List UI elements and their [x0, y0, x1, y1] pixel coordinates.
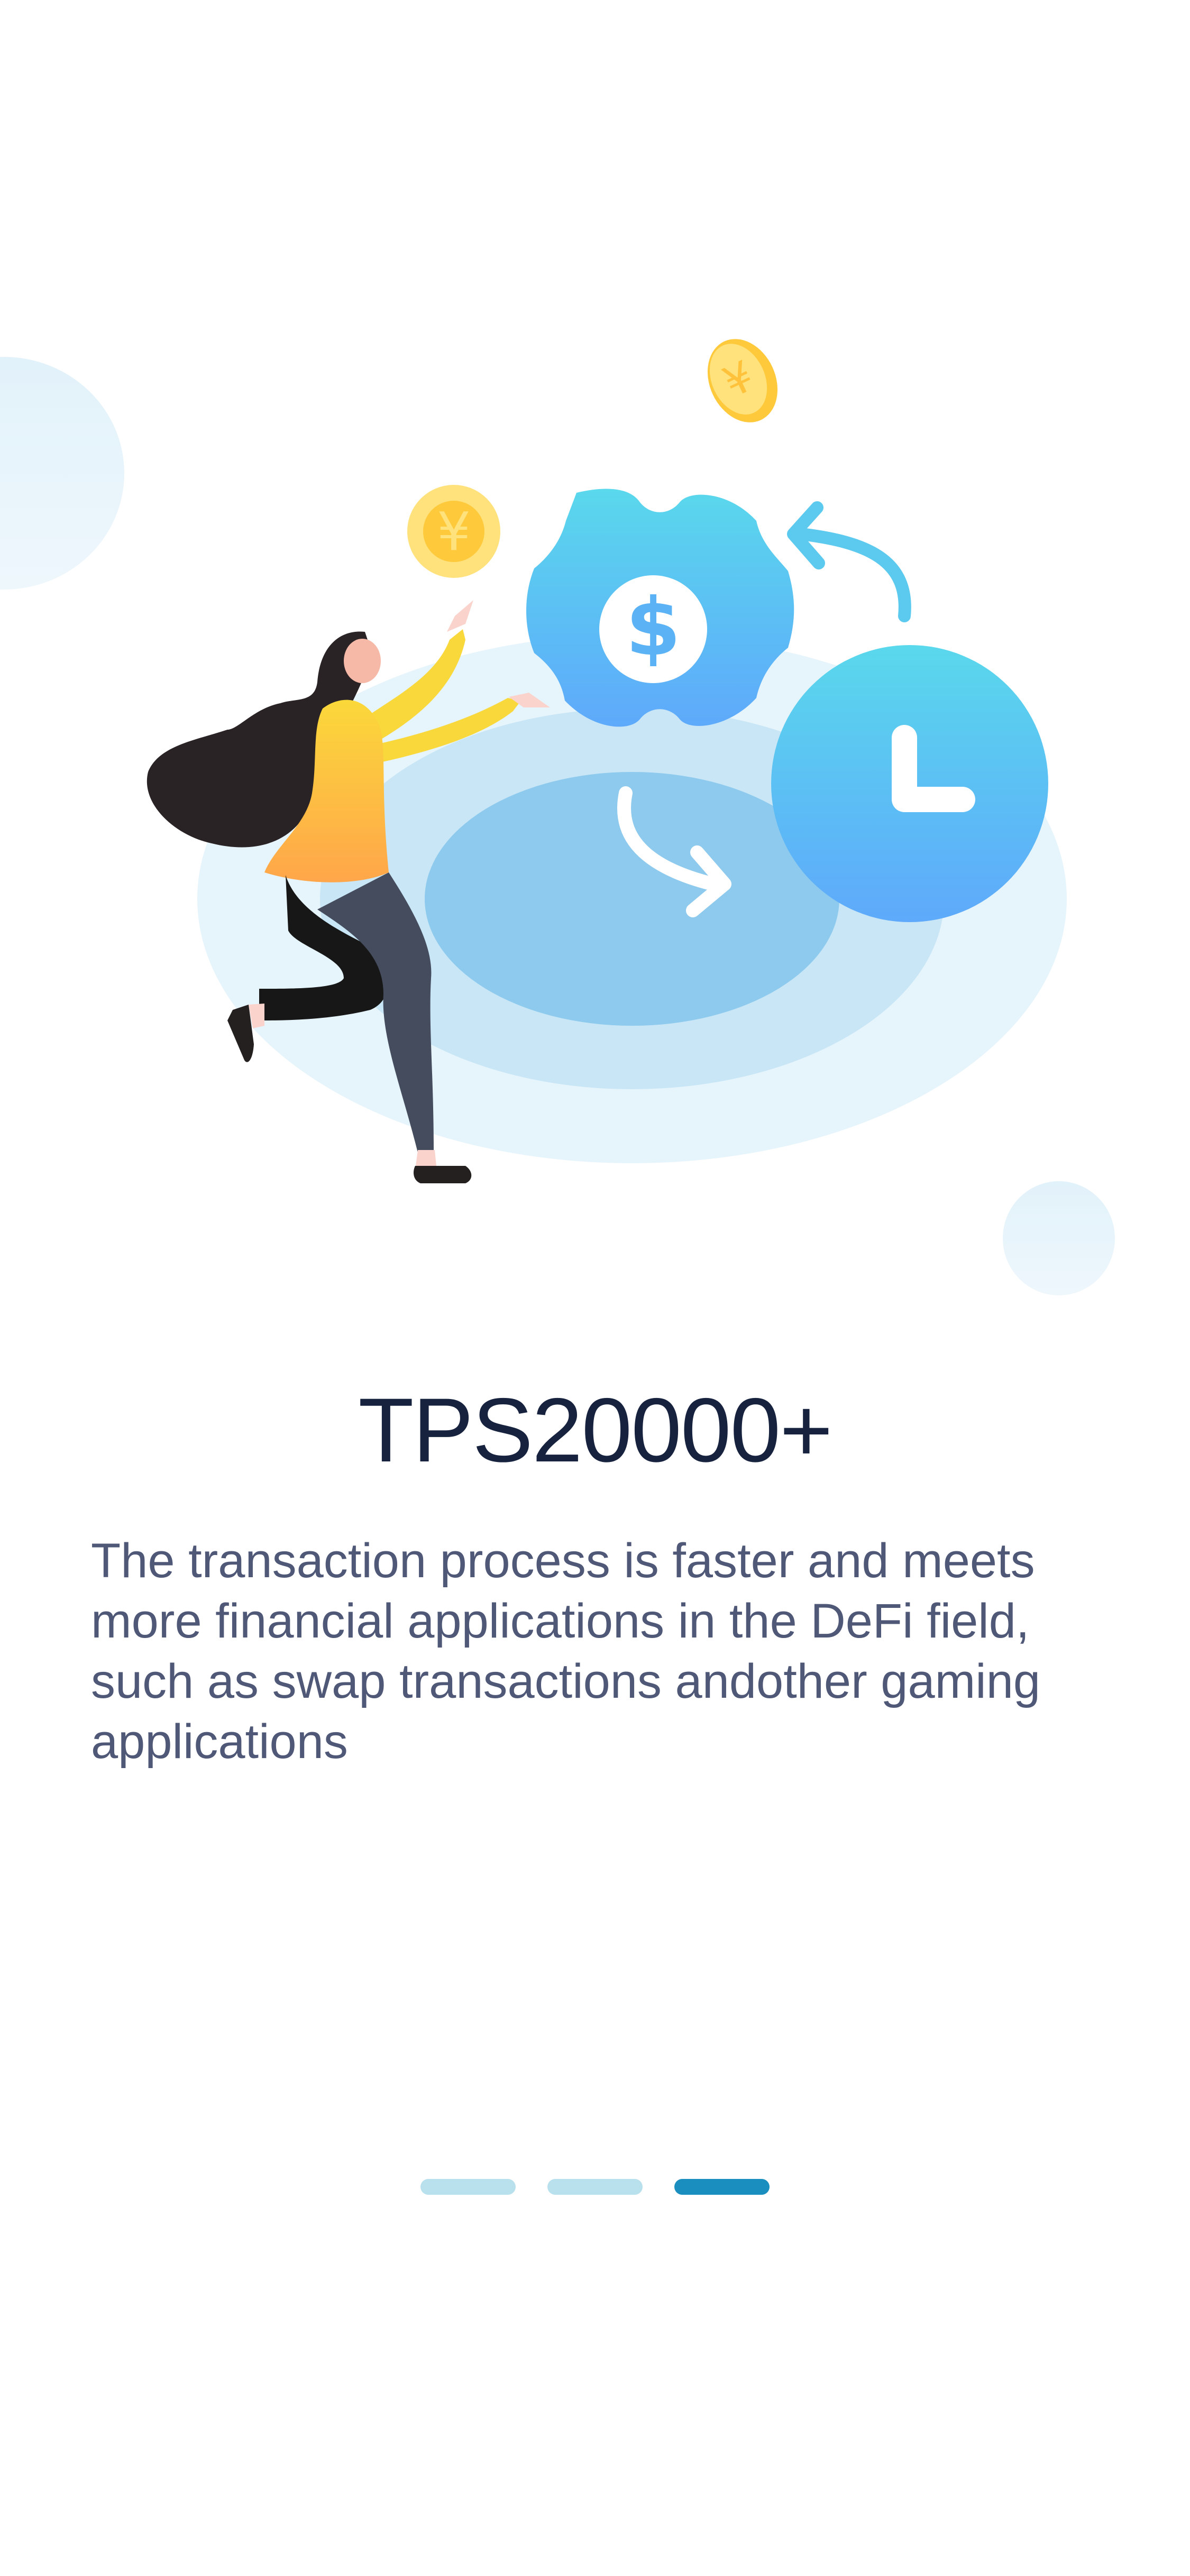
coin-icon: ¥: [407, 485, 500, 578]
page-title: TPS20000+: [358, 1379, 832, 1481]
woman-figure: [147, 600, 550, 1183]
page-description: The transaction process is faster and me…: [91, 1534, 1041, 1769]
pagination-dot-3-active[interactable]: [674, 2179, 770, 2195]
svg-text:$: $: [626, 582, 681, 674]
onboarding-illustration: ¥ ¥ $: [147, 339, 1067, 1183]
pagination-dot-2[interactable]: [547, 2179, 643, 2195]
arrow-icon: [787, 501, 911, 622]
pagination-dot-1[interactable]: [420, 2179, 516, 2195]
decorative-circle-right: [1003, 1181, 1115, 1295]
clock-icon: [771, 645, 1048, 922]
pagination-indicator: [0, 2179, 1190, 2196]
gear-dollar-icon: $: [526, 489, 794, 727]
coin-icon-small: ¥: [707, 339, 778, 422]
arrow-icon-down: [617, 786, 731, 917]
svg-text:¥: ¥: [437, 501, 471, 563]
